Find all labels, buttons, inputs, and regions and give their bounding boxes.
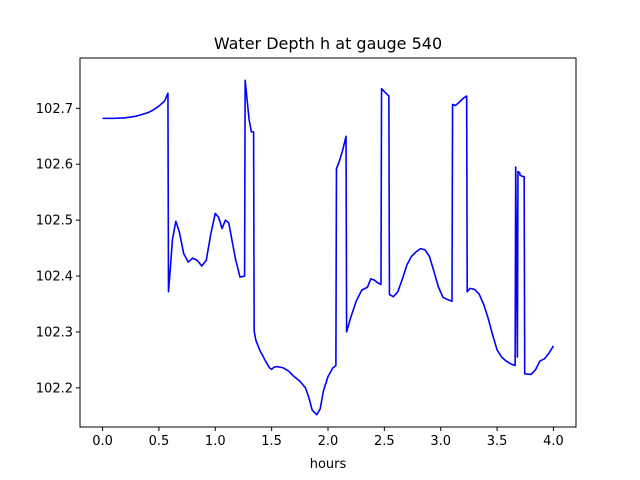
x-tick-label: 4.0 xyxy=(543,434,564,449)
x-axis-label: hours xyxy=(310,457,347,472)
x-tick-label: 0.0 xyxy=(92,434,113,449)
series-line xyxy=(102,79,555,416)
chart-title: Water Depth h at gauge 540 xyxy=(214,34,442,53)
y-tick-label: 102.3 xyxy=(36,325,73,340)
x-tick-label: 3.5 xyxy=(487,434,508,449)
plot-frame xyxy=(79,57,577,428)
x-tick-label: 3.0 xyxy=(430,434,451,449)
y-tick-label: 102.2 xyxy=(36,381,73,396)
x-tick-label: 1.5 xyxy=(261,434,282,449)
x-tick-label: 1.0 xyxy=(205,434,226,449)
plot-area xyxy=(102,79,555,416)
y-tick-label: 102.4 xyxy=(36,270,73,285)
x-tick-label: 0.5 xyxy=(149,434,170,449)
axes: 0.0 0.5 1.0 1.5 2.0 2.5 3.0 3.5 4.0 102.2 102.3 102… xyxy=(36,102,564,449)
x-tick-label: 2.5 xyxy=(374,434,395,449)
y-tick-label: 102.7 xyxy=(36,102,73,117)
y-tick-label: 102.5 xyxy=(36,214,73,229)
x-tick-label: 2.0 xyxy=(318,434,339,449)
y-tick-label: 102.6 xyxy=(36,158,73,173)
